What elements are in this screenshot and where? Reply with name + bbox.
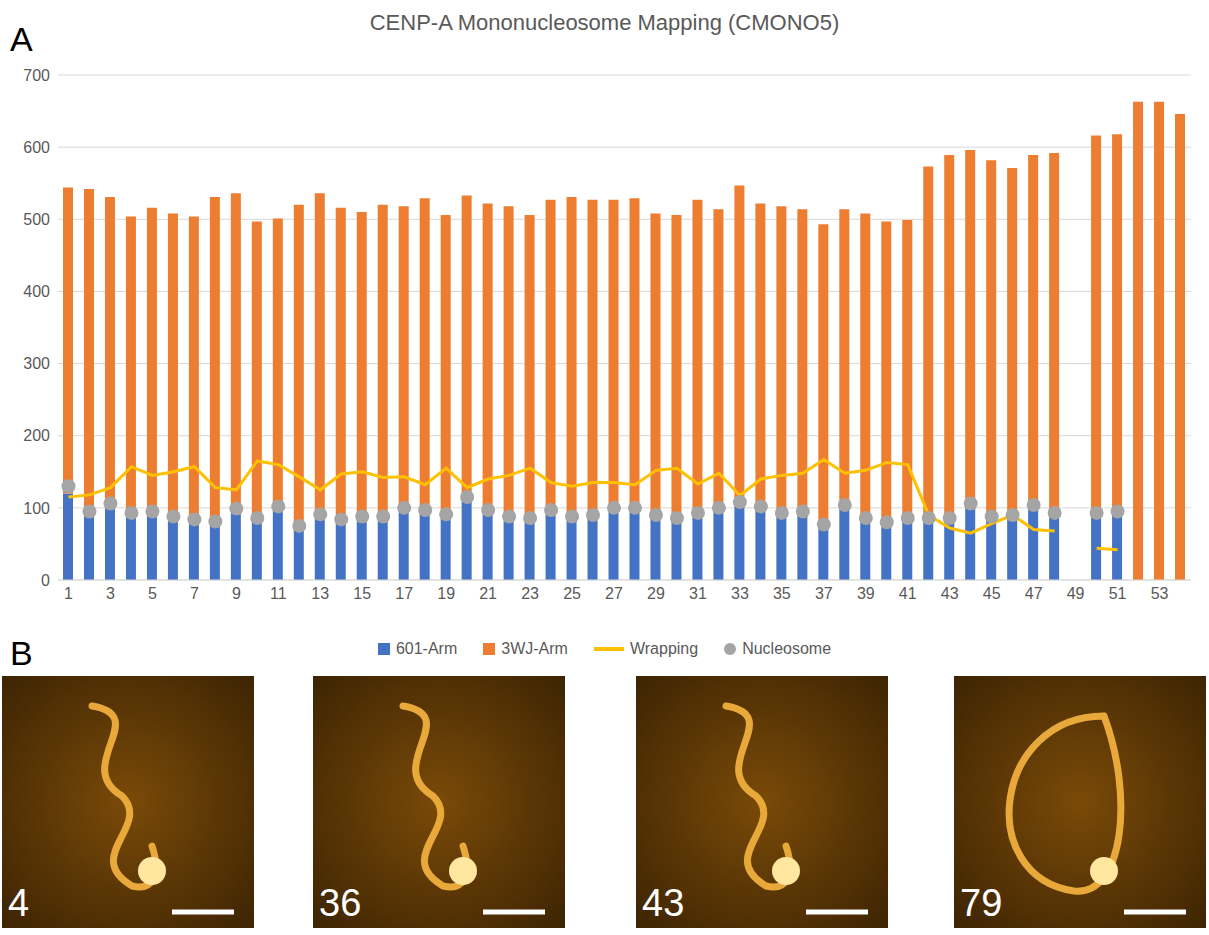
html-text:CENP-A Mononucleosome Mapping: CENP-A Mononucleosome Mapping (CMONO5) <box>369 10 840 35</box>
svg-text:7: 7 <box>190 585 199 602</box>
svg-text:47: 47 <box>1025 585 1043 602</box>
svg-text:400: 400 <box>23 283 50 300</box>
svg-text:13: 13 <box>311 585 329 602</box>
html-text:Nucleosome: Nucleosome <box>742 640 832 657</box>
svg-text:29: 29 <box>647 585 665 602</box>
svg-text:31: 31 <box>689 585 707 602</box>
svg-text:15: 15 <box>353 585 371 602</box>
html-text:Wrapping: Wrapping <box>629 640 699 657</box>
svg-text:500: 500 <box>23 211 50 228</box>
svg-text:37: 37 <box>815 585 833 602</box>
svg-text:1: 1 <box>64 585 73 602</box>
svg-text:9: 9 <box>232 585 241 602</box>
svg-text:0: 0 <box>41 572 50 589</box>
svg-text:43: 43 <box>941 585 959 602</box>
svg-text:100: 100 <box>23 500 50 517</box>
svg-text:27: 27 <box>605 585 623 602</box>
html-text:4: 4 <box>8 882 30 924</box>
svg-text:11: 11 <box>270 585 287 602</box>
svg-text:41: 41 <box>899 585 917 602</box>
html-text:36: 36 <box>319 882 362 924</box>
html-text:A: A <box>10 20 33 58</box>
svg-text:23: 23 <box>521 585 539 602</box>
svg-text:200: 200 <box>23 427 50 444</box>
svg-text:49: 49 <box>1067 585 1085 602</box>
svg-text:45: 45 <box>983 585 1001 602</box>
html-text:43: 43 <box>642 882 685 924</box>
svg-text:21: 21 <box>479 585 497 602</box>
svg-text:700: 700 <box>23 67 50 84</box>
html-text:601-Arm: 601-Arm <box>395 640 458 657</box>
svg-text:39: 39 <box>857 585 875 602</box>
html-text:B: B <box>10 634 33 672</box>
svg-text:600: 600 <box>23 139 50 156</box>
svg-text:25: 25 <box>563 585 581 602</box>
svg-text:5: 5 <box>148 585 157 602</box>
svg-text:35: 35 <box>773 585 791 602</box>
svg-text:300: 300 <box>23 355 50 372</box>
svg-text:3: 3 <box>106 585 115 602</box>
svg-text:33: 33 <box>731 585 749 602</box>
html-text:3WJ-Arm: 3WJ-Arm <box>501 640 568 657</box>
svg-text:17: 17 <box>395 585 413 602</box>
svg-text:19: 19 <box>437 585 455 602</box>
svg-text:51: 51 <box>1109 585 1127 602</box>
html-text:79: 79 <box>960 882 1003 924</box>
svg-text:53: 53 <box>1151 585 1169 602</box>
